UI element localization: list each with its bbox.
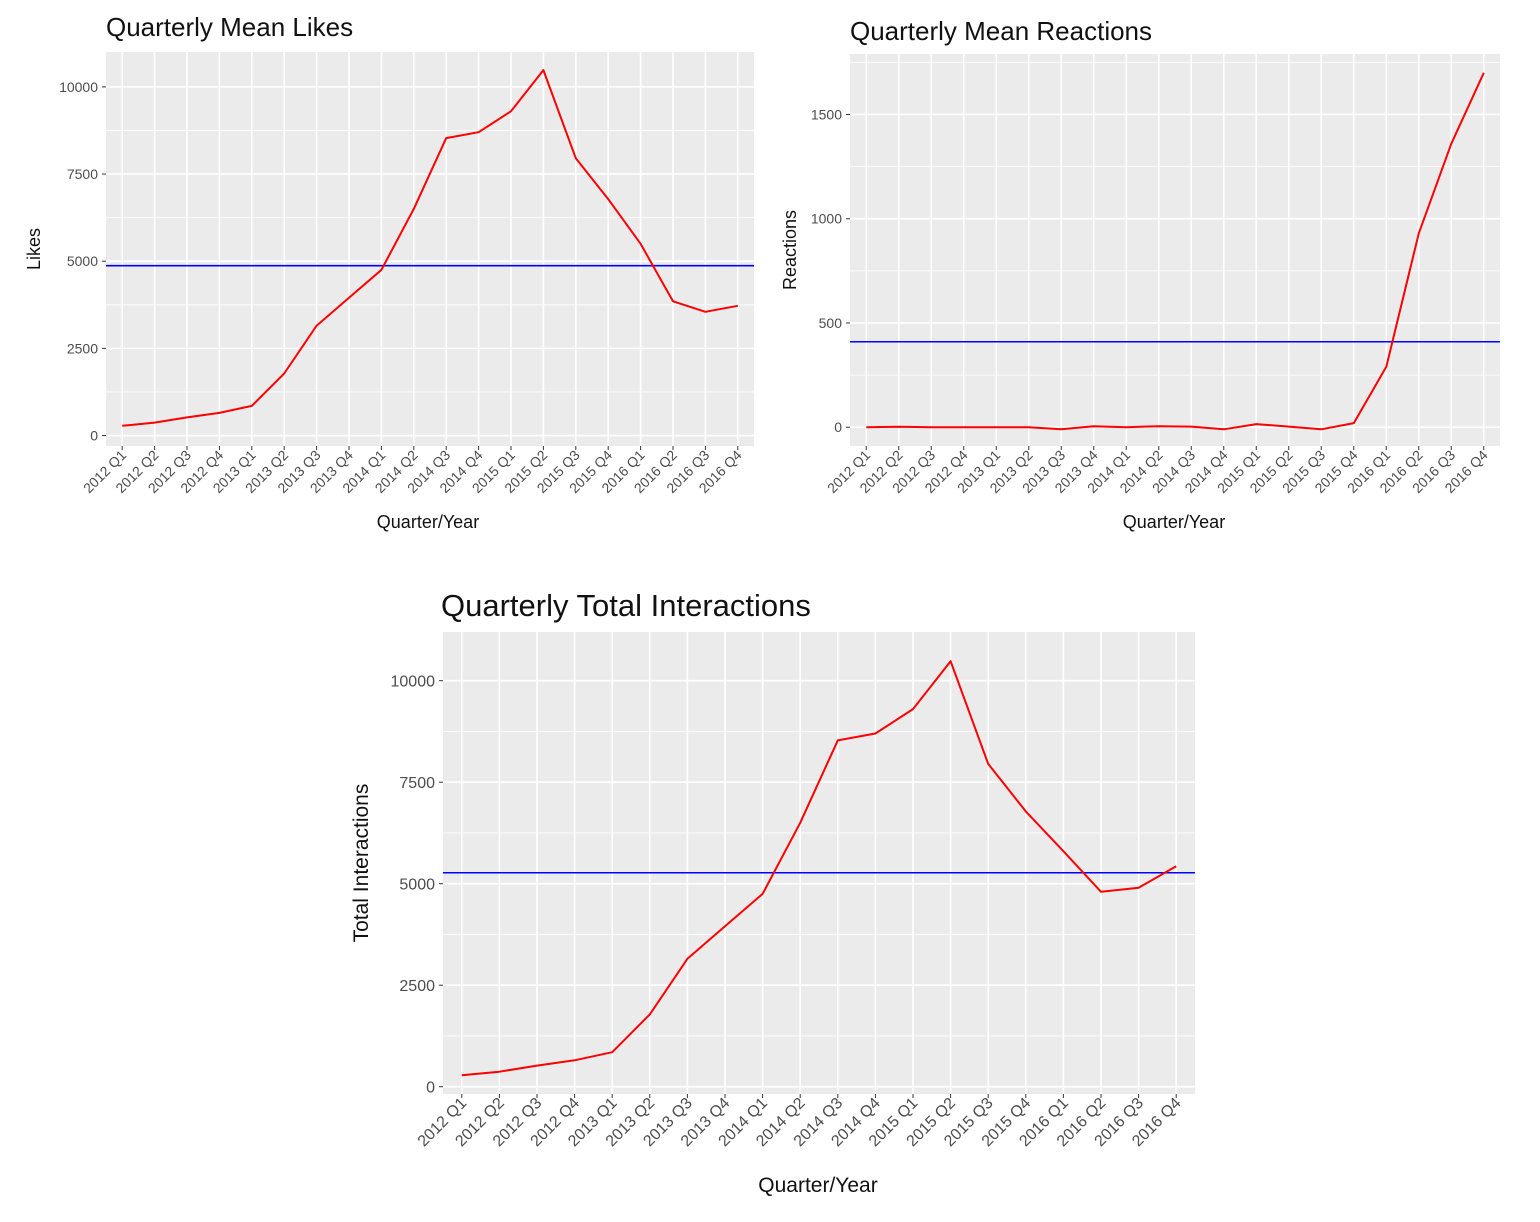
series-line	[866, 72, 1485, 431]
y-tick-label: 1500	[811, 106, 842, 122]
y-axis-title: Reactions	[780, 210, 800, 290]
y-tick-label: 0	[426, 1079, 435, 1096]
y-axis-title: Likes	[24, 228, 44, 270]
y-tick-label: 5000	[67, 253, 98, 269]
plot-panel	[850, 54, 1500, 446]
y-tick-label: 7500	[67, 166, 98, 182]
x-axis-title: Quarter/Year	[1123, 512, 1225, 532]
chart-title: Quarterly Mean Likes	[106, 12, 353, 42]
chart-title: Quarterly Total Interactions	[441, 588, 811, 623]
y-tick-label: 0	[834, 419, 842, 435]
y-tick-label: 7500	[399, 775, 435, 792]
y-tick-label: 10000	[391, 673, 436, 690]
y-tick-label: 5000	[399, 876, 435, 893]
plot-panel	[106, 52, 754, 446]
series-line	[461, 660, 1177, 1077]
series-line	[122, 69, 738, 427]
x-axis-title: Quarter/Year	[758, 1174, 877, 1197]
y-tick-label: 0	[90, 427, 98, 443]
x-axis-title: Quarter/Year	[377, 512, 479, 532]
y-tick-label: 2500	[399, 978, 435, 995]
y-tick-label: 500	[819, 315, 843, 331]
y-tick-label: 2500	[67, 340, 98, 356]
y-tick-label: 10000	[59, 79, 98, 95]
y-axis-title: Total Interactions	[350, 784, 373, 943]
y-tick-label: 1000	[811, 211, 842, 227]
plot-panel	[443, 632, 1195, 1094]
chart-title: Quarterly Mean Reactions	[850, 16, 1152, 46]
